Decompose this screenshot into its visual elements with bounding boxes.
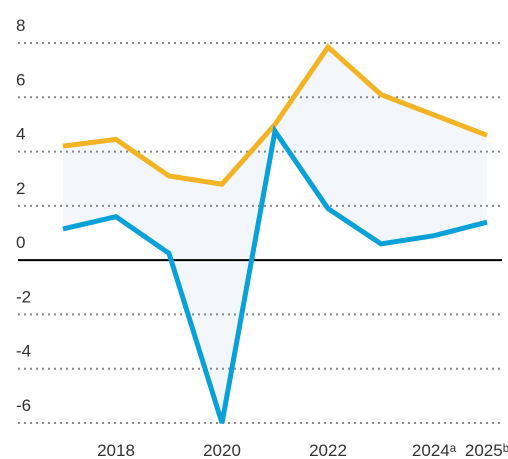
y-tick-label: 4	[16, 125, 25, 144]
x-tick-label: 2024ᵃ	[412, 441, 457, 459]
line-series	[62, 124, 488, 424]
y-tick-label: 8	[16, 16, 25, 35]
y-tick-label: 6	[16, 70, 25, 89]
y-tick-label: -2	[16, 287, 31, 306]
x-tick-label: 2020	[203, 441, 241, 459]
y-tick-label: 2	[16, 179, 25, 198]
y-tick-label: 0	[16, 233, 25, 252]
y-tick-label: -6	[16, 396, 31, 415]
band	[63, 47, 487, 423]
x-tick-label: 2018	[97, 441, 135, 459]
x-tick-label: 2025ᵇ	[465, 441, 508, 459]
y-tick-label: -4	[16, 342, 31, 361]
line-series	[62, 43, 488, 187]
x-tick-label: 2022	[309, 441, 347, 459]
